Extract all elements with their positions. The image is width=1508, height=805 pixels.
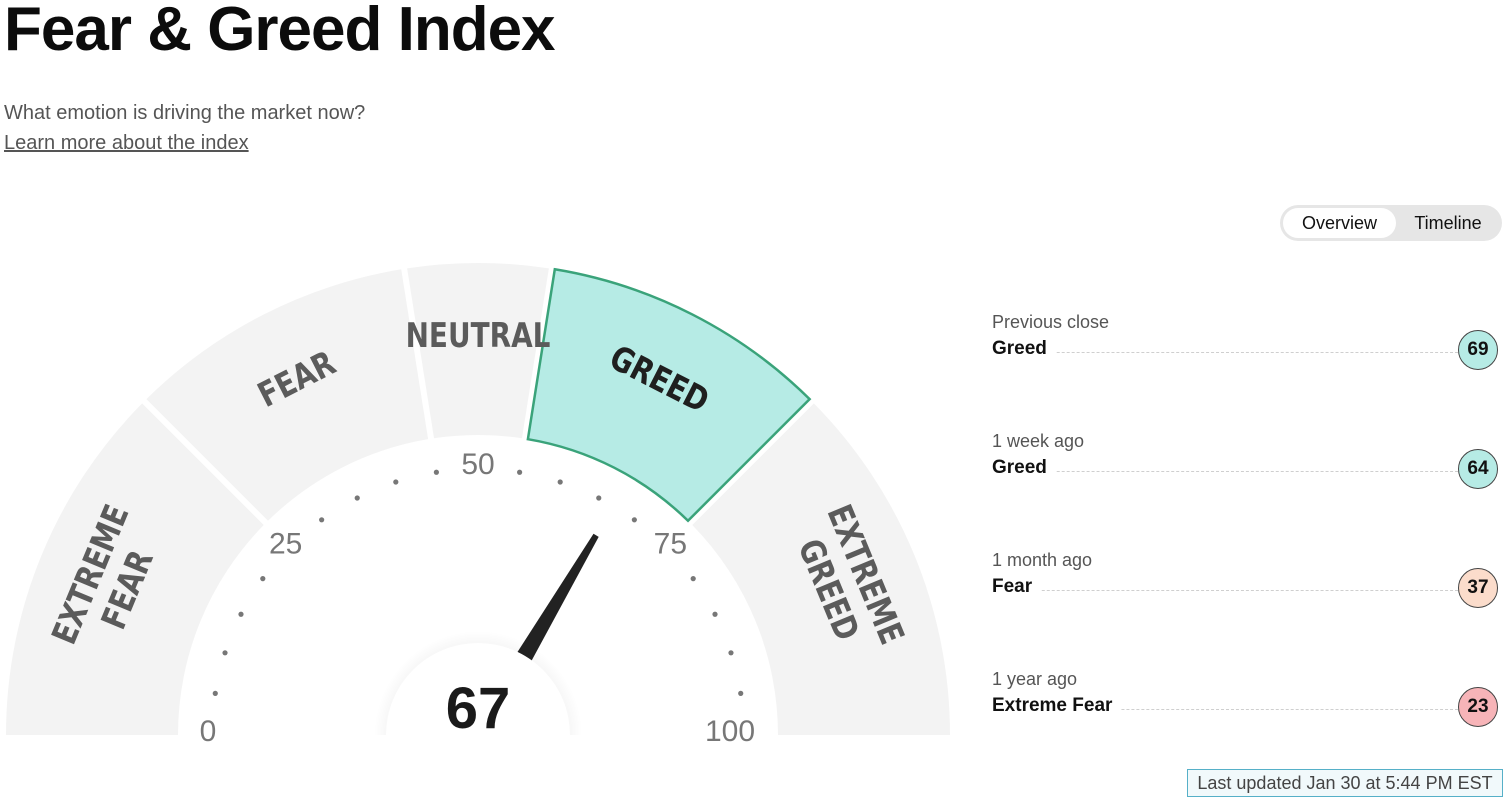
history-period: 1 month ago bbox=[992, 550, 1093, 570]
history-divider bbox=[992, 471, 1458, 472]
gauge-dot bbox=[557, 479, 563, 485]
view-toggle: Overview Timeline bbox=[1280, 205, 1502, 241]
gauge-dot bbox=[433, 469, 439, 475]
tab-overview[interactable]: Overview bbox=[1283, 208, 1396, 238]
history-item: 1 year ago Extreme Fear 23 bbox=[992, 669, 1498, 749]
gauge-segment-fear bbox=[146, 269, 429, 521]
history-score-badge: 37 bbox=[1458, 568, 1498, 608]
learn-more-link[interactable]: Learn more about the index bbox=[4, 132, 249, 154]
gauge-dot bbox=[596, 495, 602, 501]
gauge-dot bbox=[212, 690, 218, 696]
history-divider bbox=[992, 709, 1458, 710]
gauge-segment-neutral bbox=[407, 262, 549, 439]
gauge-dot bbox=[393, 479, 399, 485]
gauge-segment-extreme-greed bbox=[692, 403, 950, 735]
gauge-segments bbox=[6, 262, 950, 735]
tick-label-25: 25 bbox=[269, 528, 302, 561]
history-period: 1 year ago bbox=[992, 669, 1078, 689]
gauge-needle bbox=[506, 533, 599, 678]
gauge-dot bbox=[728, 650, 734, 656]
tick-label-50: 50 bbox=[461, 448, 494, 481]
history-rating: Extreme Fear bbox=[992, 695, 1121, 717]
segment-label-neutral: NEUTRAL bbox=[406, 316, 551, 355]
history-score-badge: 23 bbox=[1458, 687, 1498, 727]
tick-label-100: 100 bbox=[705, 715, 755, 748]
history-score-badge: 64 bbox=[1458, 449, 1498, 489]
gauge-dot bbox=[238, 611, 244, 617]
history-item: 1 week ago Greed 64 bbox=[992, 431, 1498, 511]
gauge-dot bbox=[631, 517, 637, 523]
gauge-dot bbox=[319, 517, 325, 523]
history-divider bbox=[992, 590, 1458, 591]
history-rating: Greed bbox=[992, 457, 1055, 479]
history-item: Previous close Greed 69 bbox=[992, 312, 1498, 392]
gauge-dot bbox=[260, 576, 266, 582]
history-divider bbox=[992, 352, 1458, 353]
gauge-score: 67 bbox=[446, 676, 511, 741]
last-updated: Last updated Jan 30 at 5:44 PM EST bbox=[1187, 769, 1503, 797]
gauge-dot bbox=[690, 576, 696, 582]
page-subtitle: What emotion is driving the market now? bbox=[4, 102, 366, 124]
gauge-dot bbox=[738, 690, 744, 696]
gauge-tick-labels: 0 25 50 75 100 bbox=[200, 448, 755, 748]
history-rating: Greed bbox=[992, 338, 1055, 360]
history-item: 1 month ago Fear 37 bbox=[992, 550, 1498, 630]
gauge-dots bbox=[212, 469, 744, 696]
history-score-badge: 69 bbox=[1458, 330, 1498, 370]
history-period: 1 week ago bbox=[992, 431, 1085, 451]
tab-timeline[interactable]: Timeline bbox=[1414, 213, 1482, 233]
history-rating: Fear bbox=[992, 576, 1041, 598]
gauge-segment-extreme-fear bbox=[6, 403, 264, 735]
history-period: Previous close bbox=[992, 312, 1110, 332]
gauge-dot bbox=[712, 611, 718, 617]
page-title: Fear & Greed Index bbox=[4, 0, 556, 64]
tick-label-0: 0 bbox=[200, 715, 217, 748]
tick-label-75: 75 bbox=[654, 528, 687, 561]
gauge-dot bbox=[354, 495, 360, 501]
gauge-segment-greed bbox=[526, 267, 812, 523]
gauge-dot bbox=[222, 650, 228, 656]
gauge-dot bbox=[517, 469, 523, 475]
gauge-hub bbox=[386, 643, 570, 770]
